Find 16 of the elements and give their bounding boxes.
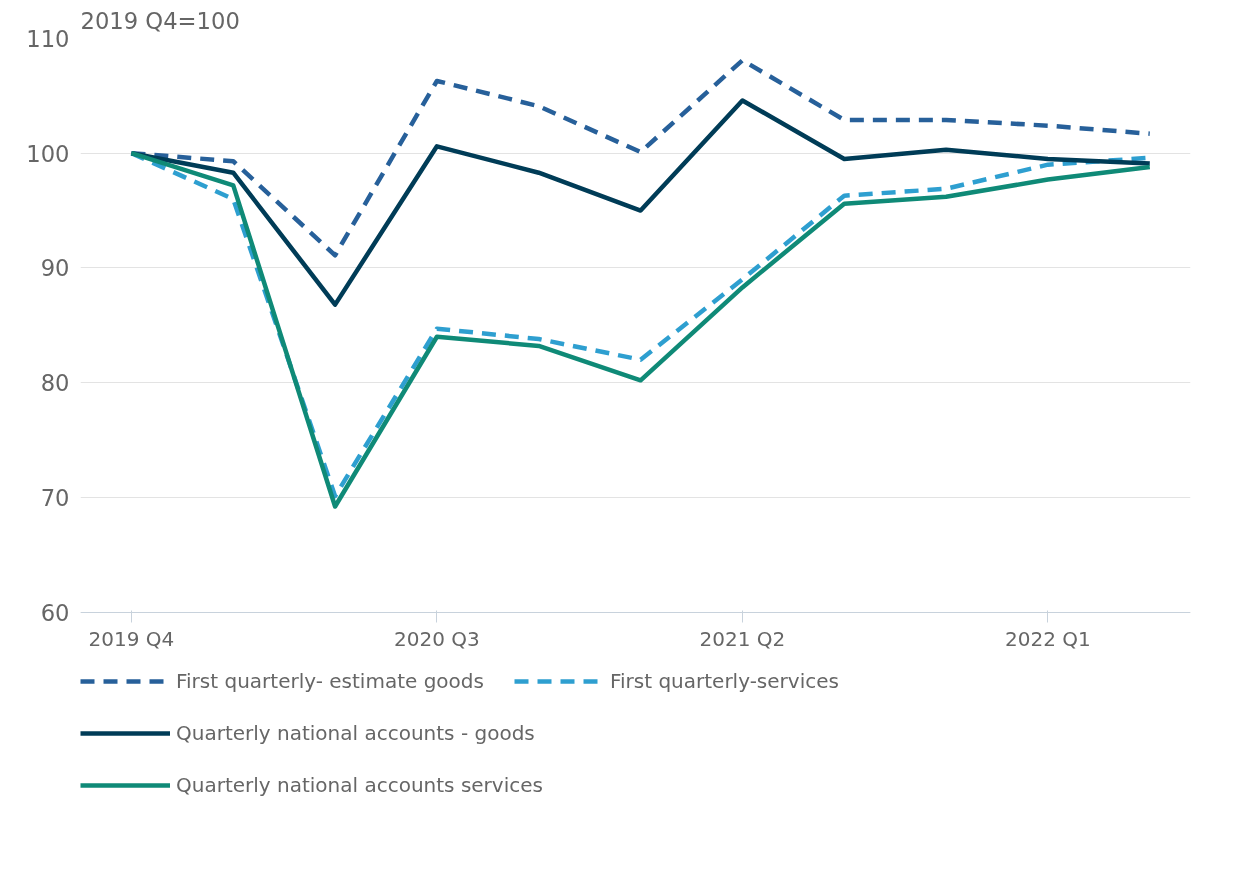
legend-label: Quarterly national accounts - goods — [176, 721, 535, 745]
legend-label: Quarterly national accounts services — [176, 773, 543, 797]
y-tick-label: 110 — [26, 26, 70, 52]
x-tick-label: 2020 Q3 — [394, 627, 480, 652]
x-tick-label: 2022 Q1 — [1005, 627, 1091, 652]
y-tick-label: 80 — [40, 370, 70, 397]
line-series — [129, 58, 1153, 258]
legend-label: First quarterly- estimate goods — [176, 669, 484, 693]
legend-label: First quarterly-services — [609, 669, 839, 693]
x-tick-label: 2021 Q2 — [699, 627, 786, 652]
x-tick-label: 2019 Q4 — [88, 627, 175, 652]
y-tick-label: 70 — [40, 484, 70, 511]
y-tick-label: 100 — [26, 140, 70, 167]
y-tick-label: 60 — [40, 599, 70, 626]
y-tick-label: 90 — [40, 255, 70, 282]
y-axis-title: 2019 Q4=100 — [80, 7, 240, 34]
